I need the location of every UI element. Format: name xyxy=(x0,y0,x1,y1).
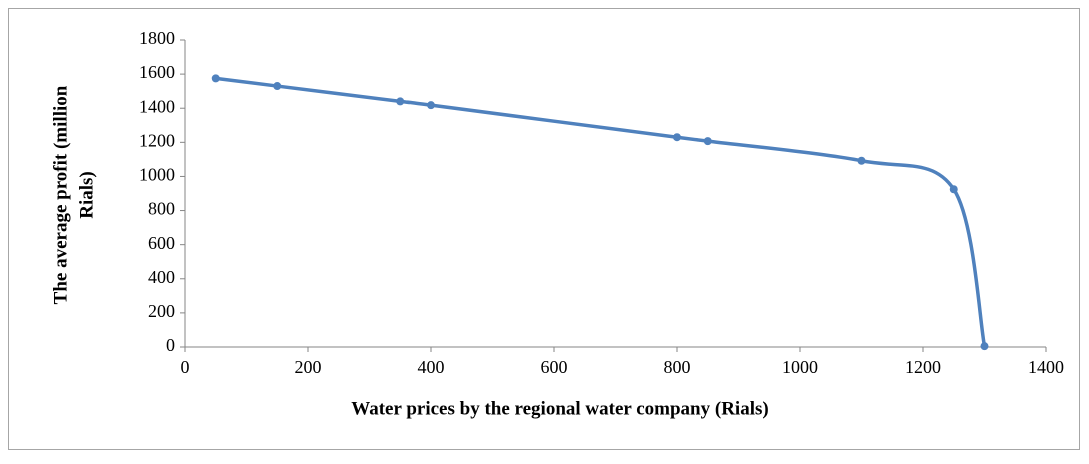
y-axis-title: The average profit (million xyxy=(50,85,71,304)
x-tick-label: 0 xyxy=(181,357,190,377)
data-point xyxy=(673,133,681,142)
y-tick-label: 1600 xyxy=(139,62,175,82)
data-point xyxy=(427,101,435,110)
y-tick-label: 200 xyxy=(148,301,175,321)
x-tick-label: 1200 xyxy=(905,357,941,377)
chart-frame xyxy=(8,8,1080,450)
x-tick-label: 200 xyxy=(295,357,322,377)
y-tick-label: 1400 xyxy=(139,96,175,116)
y-tick-label: 400 xyxy=(148,267,175,287)
data-point xyxy=(273,82,282,91)
y-tick-label: 1200 xyxy=(139,130,175,150)
x-tick-label: 1400 xyxy=(1028,357,1064,377)
y-tick-label: 0 xyxy=(166,335,175,355)
x-tick-label: 800 xyxy=(664,357,691,377)
y-tick-label: 600 xyxy=(148,233,175,253)
data-point xyxy=(211,74,220,83)
data-point xyxy=(396,97,405,106)
x-tick-label: 1000 xyxy=(782,357,818,377)
y-tick-label: 1800 xyxy=(139,28,175,48)
x-axis-title: Water prices by the regional water compa… xyxy=(351,398,768,419)
x-tick-label: 600 xyxy=(541,357,568,377)
data-point xyxy=(949,185,958,194)
data-point xyxy=(980,342,989,351)
y-axis-title: Rials) xyxy=(76,171,97,219)
y-tick-label: 1000 xyxy=(139,165,175,185)
data-point xyxy=(857,156,866,165)
data-point xyxy=(703,137,712,146)
x-tick-label: 400 xyxy=(418,357,445,377)
y-tick-label: 800 xyxy=(148,199,175,219)
